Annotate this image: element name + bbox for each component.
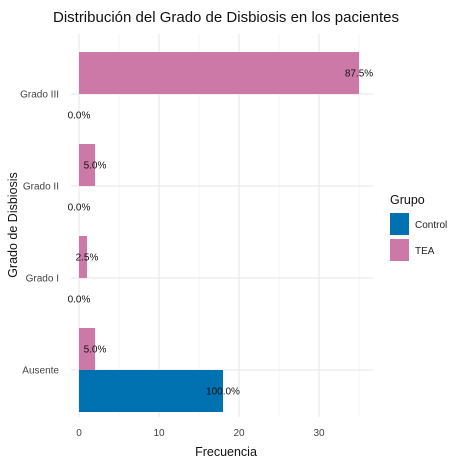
bars-group — [79, 52, 359, 412]
legend-swatch-control — [390, 213, 409, 235]
chart-title: Distribución del Grado de Disbiosis en l… — [53, 9, 399, 26]
x-tick-label: 20 — [233, 428, 245, 439]
data-label-control-grado-ii: 0.0% — [68, 203, 91, 214]
x-axis-title: Frecuencia — [195, 445, 257, 459]
legend-label-tea: TEA — [415, 246, 435, 257]
x-axis-ticks: 0 10 20 30 — [76, 428, 325, 439]
bar-tea-grado-ii — [79, 144, 95, 186]
legend-title: Grupo — [390, 193, 425, 207]
y-tick-label: Grado I — [26, 274, 59, 285]
data-label-tea-grado-ii: 5.0% — [84, 161, 107, 172]
x-tick-label: 30 — [313, 428, 325, 439]
y-tick-label: Grado III — [20, 90, 59, 101]
data-label-tea-grado-i: 2.5% — [76, 253, 99, 264]
legend-swatch-tea — [390, 239, 409, 261]
data-label-control-ausente: 100.0% — [206, 387, 240, 398]
data-label-control-grado-iii: 0.0% — [68, 111, 91, 122]
data-label-control-grado-i: 0.0% — [68, 295, 91, 306]
bar-tea-ausente — [79, 328, 95, 370]
y-tick-label: Ausente — [22, 366, 59, 377]
bar-tea-grado-iii — [79, 52, 359, 94]
y-tick-label: Grado II — [23, 182, 59, 193]
data-label-tea-grado-iii: 87.5% — [345, 69, 373, 80]
data-labels-group: 100.0% 5.0% 0.0% 2.5% 0.0% 5.0% 0.0% 87.5% — [68, 69, 374, 398]
y-axis-ticks: Ausente Grado I Grado II Grado III — [20, 90, 59, 377]
bar-control-ausente — [79, 370, 223, 412]
data-label-tea-ausente: 5.0% — [84, 345, 107, 356]
x-tick-label: 0 — [76, 428, 82, 439]
bar-tea-grado-i — [79, 236, 87, 278]
x-tick-label: 10 — [153, 428, 165, 439]
legend: Grupo Control TEA — [390, 193, 447, 261]
y-axis-title: Grado de Disbiosis — [6, 172, 20, 278]
legend-label-control: Control — [415, 220, 447, 231]
